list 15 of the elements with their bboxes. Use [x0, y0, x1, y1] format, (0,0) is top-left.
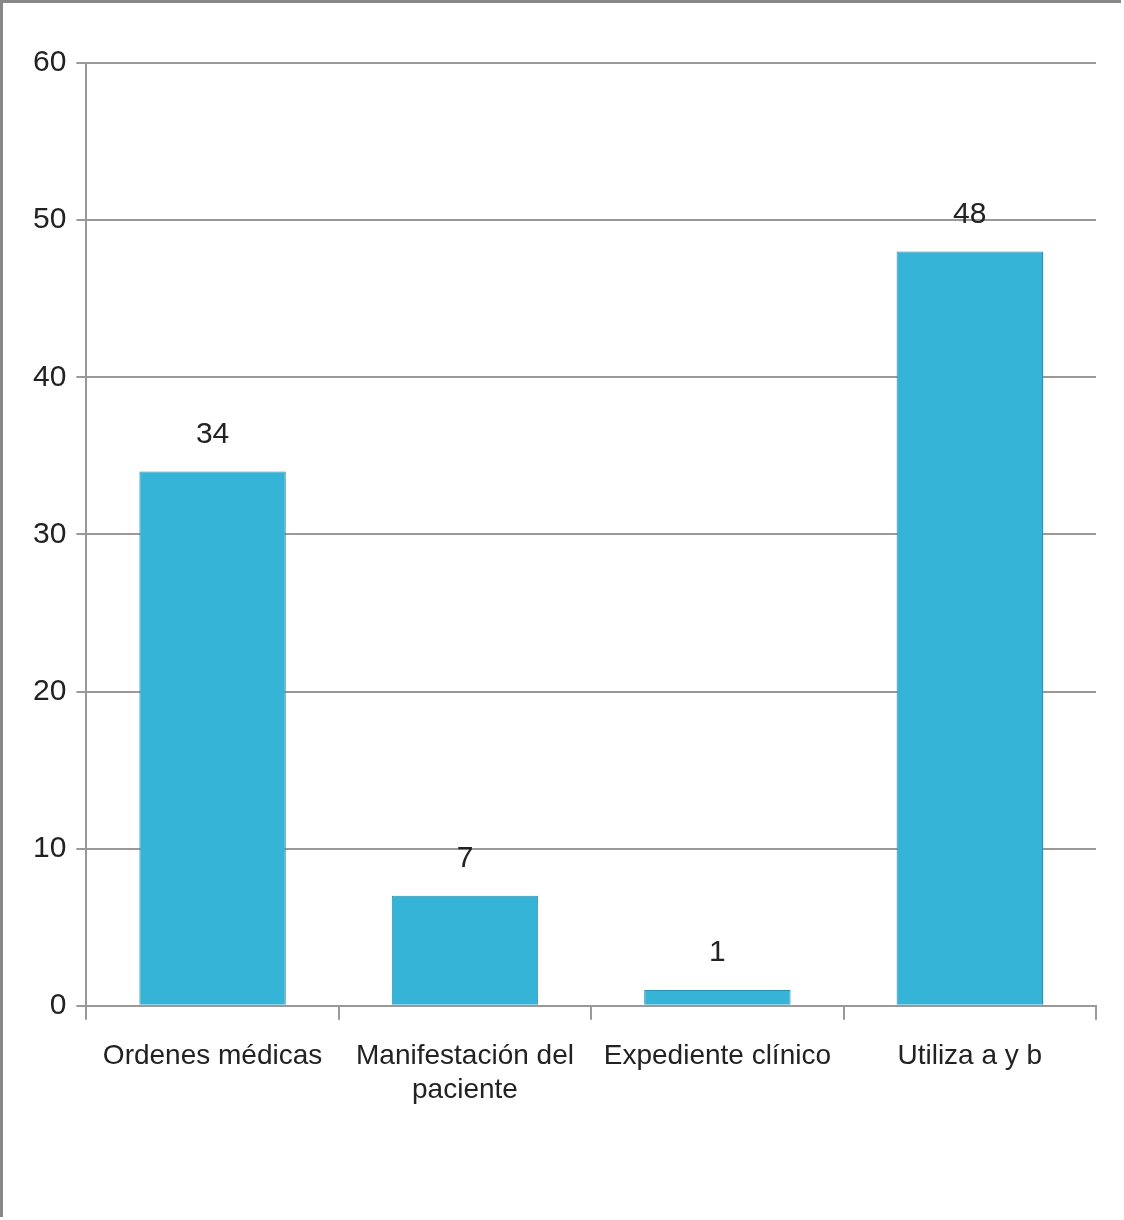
data-label: 48	[953, 195, 987, 229]
x-tick-label: Ordenes médicas	[102, 1039, 323, 1071]
x-tick-label: Expediente clínico	[603, 1039, 832, 1071]
y-tick-label: 30	[32, 515, 67, 549]
y-tick-label: 0	[49, 987, 67, 1021]
data-label: 7	[456, 840, 474, 874]
data-label: 1	[709, 934, 726, 968]
data-label: 34	[195, 415, 230, 449]
y-tick-label: 10	[32, 829, 67, 863]
y-tick-label: 40	[32, 358, 67, 392]
y-tick-label: 50	[32, 201, 67, 235]
x-tick-label: Manifestación del paciente	[356, 1039, 574, 1104]
y-tick-label: 60	[32, 44, 67, 78]
x-tick-label: Utiliza a y b	[897, 1039, 1043, 1071]
y-tick-label: 20	[32, 672, 67, 706]
